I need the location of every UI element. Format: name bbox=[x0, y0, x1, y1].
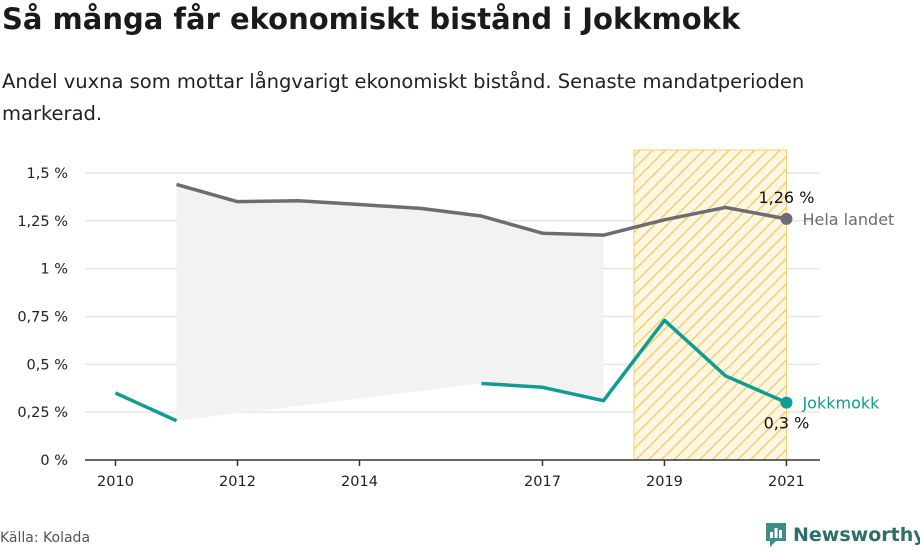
y-tick-label: 0,25 % bbox=[17, 405, 68, 421]
y-tick-label: 1,25 % bbox=[17, 214, 68, 230]
y-tick-label: 0,75 % bbox=[17, 309, 68, 325]
x-tick-label: 2017 bbox=[524, 474, 561, 490]
series-name-label: Hela landet bbox=[802, 210, 894, 229]
chart-subtitle: Andel vuxna som mottar långvarigt ekonom… bbox=[2, 70, 805, 125]
series-line-jokkmokk bbox=[114, 391, 178, 423]
series-line-hela-landet bbox=[176, 182, 787, 237]
series-name-label: Jokkmokk bbox=[801, 394, 880, 413]
end-value-label: 1,26 % bbox=[758, 188, 814, 207]
x-tick-label: 2021 bbox=[768, 474, 805, 490]
x-tick-label: 2019 bbox=[646, 474, 683, 490]
x-tick-label: 2014 bbox=[341, 474, 378, 490]
end-point bbox=[780, 396, 793, 409]
x-tick-label: 2010 bbox=[97, 474, 134, 490]
x-tick-label: 2012 bbox=[219, 474, 256, 490]
end-point bbox=[780, 212, 793, 225]
y-tick-label: 1,5 % bbox=[27, 166, 68, 182]
logo-text: Newsworthy bbox=[793, 524, 920, 546]
y-tick-label: 1 % bbox=[40, 262, 68, 278]
newsworthy-logo-icon bbox=[766, 523, 786, 547]
end-value-label: 0,3 % bbox=[764, 414, 810, 433]
highlight-period bbox=[633, 149, 787, 461]
source-note: Källa: Kolada bbox=[0, 530, 91, 546]
chart-title: Så många får ekonomiskt bistånd i Jokkmo… bbox=[2, 2, 741, 36]
newsworthy-logo: Newsworthy bbox=[764, 520, 920, 550]
difference-band bbox=[176, 184, 604, 421]
y-tick-label: 0,5 % bbox=[27, 357, 68, 373]
y-tick-label: 0 % bbox=[40, 453, 68, 469]
series-line-jokkmokk bbox=[481, 318, 788, 405]
